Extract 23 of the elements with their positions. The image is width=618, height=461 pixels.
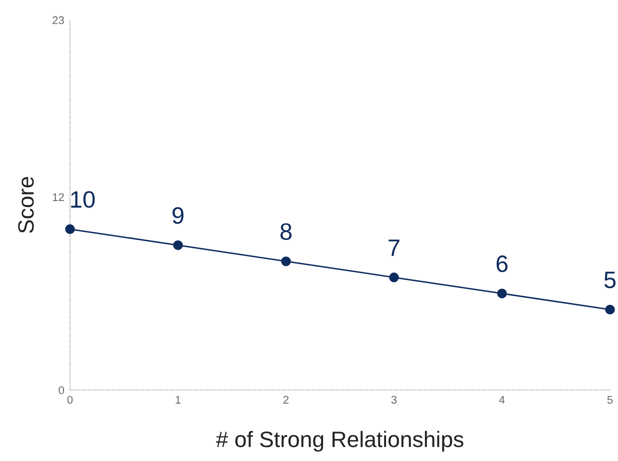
x-tick-label: 0 xyxy=(67,396,73,404)
y-tick-label: 0 xyxy=(58,386,64,394)
x-tick-label: 1 xyxy=(176,396,181,404)
data-label: 7 xyxy=(388,240,400,256)
point xyxy=(605,304,615,314)
data-label: 5 xyxy=(604,272,616,288)
y-tick-label: 12 xyxy=(52,193,64,201)
y-axis-title: Score xyxy=(18,176,34,234)
y-tick-label: 23 xyxy=(52,16,64,24)
x-tick-label: 2 xyxy=(283,396,289,404)
point xyxy=(65,224,75,234)
data-label: 10 xyxy=(71,191,95,208)
x-tick-label: 5 xyxy=(607,396,613,404)
data-label: 9 xyxy=(172,207,184,224)
data-label: 8 xyxy=(280,223,292,240)
x-tick-label: 3 xyxy=(391,396,397,404)
point xyxy=(497,288,507,298)
x-tick-label: 4 xyxy=(499,396,505,404)
point xyxy=(389,272,399,282)
data-label: 6 xyxy=(496,255,508,272)
x-axis-title: # of Strong Relationships xyxy=(216,430,464,452)
point xyxy=(281,256,291,266)
point xyxy=(173,240,183,250)
